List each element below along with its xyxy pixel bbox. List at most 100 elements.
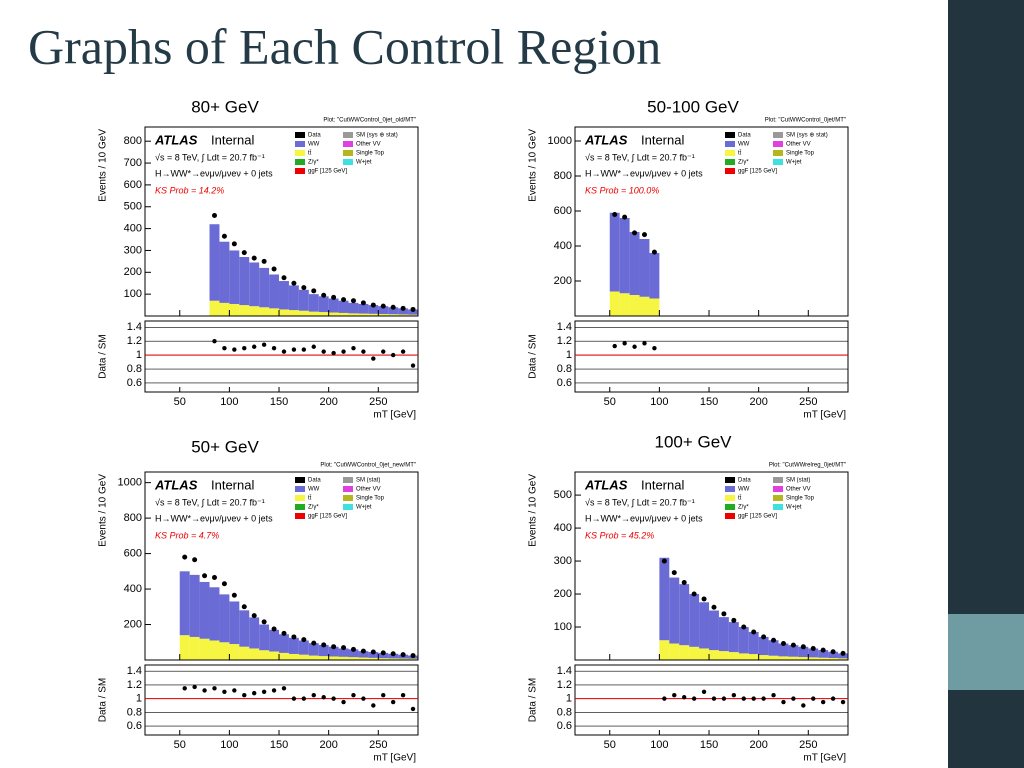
data-point (350, 646, 356, 652)
stack-bar (818, 657, 829, 660)
ratio-point (390, 352, 396, 358)
channel: H→WW*→eνμν/μνeν + 0 jets (155, 168, 273, 178)
data-point (311, 288, 317, 294)
stack-bar (199, 581, 210, 639)
stack-bar (778, 643, 789, 657)
legend-label: Single Top (356, 496, 385, 502)
stack-bar (279, 309, 289, 316)
stack-bar (249, 617, 260, 649)
ratio-point (652, 345, 657, 351)
data-point (632, 230, 638, 236)
ratio-point (321, 349, 326, 354)
ratio-point (662, 696, 667, 701)
stack-bar (629, 232, 640, 295)
legend-label: W+jet (786, 160, 802, 166)
stack-bar (189, 636, 200, 660)
experiment: ATLAS (584, 477, 628, 492)
slide-title: Graphs of Each Control Region (28, 18, 661, 74)
ratio-tick-label: 0.8 (127, 363, 142, 375)
ratio-point (252, 690, 257, 696)
ratio-point (242, 345, 247, 351)
stack-bar (249, 648, 260, 660)
legend-swatch (773, 132, 783, 138)
panel-label: 50-100 GeV (647, 97, 739, 116)
legend-label: WW (738, 487, 750, 493)
legend-label: Z/γ* (308, 160, 319, 166)
ratio-point (761, 696, 766, 701)
data-point (301, 637, 307, 643)
ratio-point (400, 692, 406, 698)
stack-bar (659, 557, 670, 641)
stack-bar (709, 610, 719, 651)
data-point (281, 275, 287, 281)
y-tick-label: 100 (554, 621, 572, 633)
stack-bar (368, 657, 379, 660)
ratio-point (361, 696, 366, 701)
legend-label: ggF [125 GeV] (738, 169, 777, 175)
x-tick-label: 250 (799, 739, 817, 751)
y-tick-label: 500 (124, 201, 142, 213)
data-point (271, 266, 277, 272)
main-frame (574, 126, 849, 317)
stack-bar (768, 655, 779, 660)
ratio-point (212, 338, 217, 344)
ratio-axis-label: Data / SM (528, 678, 539, 722)
stack-bar (358, 303, 369, 314)
data-point (251, 613, 257, 619)
stack-bar (348, 657, 359, 660)
data-point (790, 642, 796, 648)
data-point (281, 630, 287, 636)
ratio-axis-label: Data / SM (528, 334, 539, 378)
ratio-point (222, 689, 227, 694)
legend-swatch (295, 495, 305, 501)
legend-swatch (295, 141, 305, 147)
stack-bar (609, 212, 620, 292)
stack-bar (328, 298, 339, 313)
data-point (671, 570, 677, 576)
legend-swatch (343, 495, 353, 501)
data-point (360, 300, 366, 306)
energy: √s = 8 TeV, ∫ Ldt = 20.7 fb⁻¹ (155, 497, 265, 507)
ratio-point (301, 347, 307, 352)
experiment: ATLAS (584, 132, 628, 147)
data-point (192, 557, 198, 563)
legend-label: tt̄ (308, 150, 312, 157)
legend-swatch (725, 495, 735, 501)
legend-swatch (343, 486, 353, 492)
legend-label: Data (308, 133, 321, 139)
y-tick-label: 1000 (118, 477, 142, 489)
stack-bar (699, 602, 710, 649)
data-point (341, 297, 347, 303)
y-tick-label: 200 (554, 275, 572, 287)
stack-bar (328, 646, 339, 657)
x-tick-label: 200 (749, 739, 767, 751)
ratio-point (281, 349, 287, 354)
stack-bar (318, 644, 329, 657)
main-frame (144, 126, 419, 317)
ratio-point (771, 692, 776, 698)
data-point (241, 604, 247, 610)
x-tick-label: 200 (319, 396, 337, 408)
data-point (691, 591, 697, 597)
channel: H→WW*→eνμν/μνeν + 0 jets (585, 168, 703, 178)
stack-bar (239, 646, 250, 660)
stack-bar (219, 241, 230, 303)
ratio-point (291, 696, 297, 701)
x-tick-label: 100 (220, 739, 238, 751)
y-tick-label: 100 (124, 288, 142, 300)
ratio-point (232, 347, 237, 352)
stack-bar (408, 309, 418, 315)
ratio-axis-label: Data / SM (98, 678, 109, 722)
legend-swatch (725, 513, 735, 519)
stack-bar (679, 584, 690, 646)
stack-bar (798, 646, 809, 658)
stack-bar (308, 643, 319, 656)
legend-label: Other VV (356, 487, 381, 493)
legend-swatch (773, 486, 783, 492)
main-frame (574, 471, 849, 661)
legend-swatch (343, 141, 353, 147)
legend-label: WW (308, 487, 320, 493)
data-point (370, 302, 376, 308)
x-tick-label: 150 (700, 396, 718, 408)
ratio-point (252, 344, 257, 349)
